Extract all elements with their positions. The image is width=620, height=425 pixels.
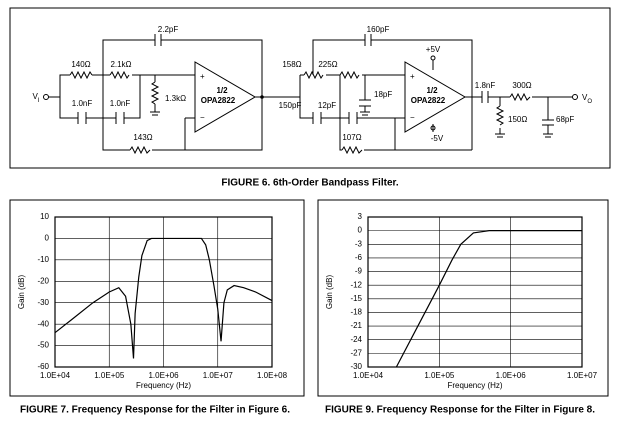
label: V xyxy=(582,93,588,102)
label: 143Ω xyxy=(133,133,152,142)
supply-terminal xyxy=(430,125,436,131)
label: 150Ω xyxy=(508,115,527,124)
label: 150pF xyxy=(279,101,302,110)
label: 107Ω xyxy=(342,133,361,142)
charts: 100-10-20-30-40-50-601.0E+04 1.0E+05 1.0E+… xyxy=(9,199,609,416)
label: 68pF xyxy=(556,115,574,124)
label: 2.1kΩ xyxy=(110,60,131,69)
label: 300Ω xyxy=(512,81,531,90)
label: VO xyxy=(582,93,592,104)
y-tick-label: 0 xyxy=(45,234,50,243)
label: 1/2 xyxy=(216,86,228,95)
resistors-stage-2 xyxy=(303,70,363,155)
y-tick-label: -10 xyxy=(37,255,49,264)
y-axis-label: Gain (dB) xyxy=(17,275,26,310)
label: OPA2822 xyxy=(411,96,446,105)
x-tick-label: 1.0E+07 xyxy=(567,371,598,380)
output-network xyxy=(481,91,572,138)
x-tick-label: 1.0E+06 xyxy=(496,371,527,380)
y-tick-label: -24 xyxy=(350,335,362,344)
label: + xyxy=(200,72,205,81)
label: V xyxy=(32,92,38,101)
x-axis-label: Frequency (Hz) xyxy=(447,381,502,390)
label: 1.0nF xyxy=(72,99,93,108)
input-terminal xyxy=(43,94,49,100)
label: − xyxy=(200,113,205,122)
y-tick-label: 3 xyxy=(358,212,363,221)
y-tick-label: -40 xyxy=(37,319,49,328)
y-tick-label: -18 xyxy=(350,308,362,317)
label: 1.8nF xyxy=(475,81,496,90)
supply-terminal xyxy=(430,55,436,61)
response-line xyxy=(395,230,582,368)
label: 225Ω xyxy=(318,60,337,69)
x-tick-label: 1.0E+04 xyxy=(40,371,71,380)
y-tick-label: -21 xyxy=(350,321,362,330)
wires-stage-1 xyxy=(48,39,301,151)
label: -5V xyxy=(431,134,444,143)
x-tick-label: 1.0E+07 xyxy=(203,371,234,380)
output-terminal xyxy=(572,94,578,100)
label: +5V xyxy=(426,45,441,54)
resistors-output xyxy=(495,92,531,126)
circuit: VI 140Ω 2.1kΩ 1.3kΩ 1.0nF 1.0nF 143Ω 2.2… xyxy=(9,7,611,189)
label: 160pF xyxy=(367,25,390,34)
y-tick-label: -6 xyxy=(355,253,363,262)
label: O xyxy=(587,99,592,105)
y-tick-label: -12 xyxy=(350,280,362,289)
label: 18pF xyxy=(374,90,392,99)
wires-stage-2 xyxy=(299,39,482,151)
label: 1.3kΩ xyxy=(165,94,186,103)
caption: FIGURE 7. Frequency Response for the Fil… xyxy=(20,405,290,416)
label: 1/2 xyxy=(426,86,438,95)
label: OPA2822 xyxy=(201,96,236,105)
label: + xyxy=(410,72,415,81)
label: 140Ω xyxy=(71,60,90,69)
node xyxy=(260,95,264,99)
y-tick-label: -30 xyxy=(350,362,362,371)
y-tick-label: 0 xyxy=(358,226,363,235)
y-tick-label: -20 xyxy=(37,276,49,285)
opamp-2 xyxy=(404,61,466,133)
caption: FIGURE 6. 6th-Order Bandpass Filter. xyxy=(221,178,398,189)
chart-frame xyxy=(317,199,609,397)
y-tick-label: -3 xyxy=(355,239,363,248)
response-line xyxy=(54,237,273,359)
y-tick-label: -27 xyxy=(350,348,362,357)
y-tick-label: 10 xyxy=(40,212,49,221)
capacitors-stage-2 xyxy=(312,34,372,124)
label: I xyxy=(38,98,40,104)
label: 158Ω xyxy=(282,60,301,69)
circuit-frame xyxy=(9,7,611,169)
y-tick-label: -60 xyxy=(37,362,49,371)
resistors-stage-1 xyxy=(69,70,160,155)
y-tick-label: -30 xyxy=(37,298,49,307)
label: VI xyxy=(32,92,39,103)
opamp-1 xyxy=(194,61,256,133)
y-axis-label: Gain (dB) xyxy=(325,275,334,310)
x-tick-label: 1.0E+04 xyxy=(353,371,384,380)
label: 2.2pF xyxy=(158,25,179,34)
capacitors-stage-1 xyxy=(77,34,162,124)
y-tick-label: -15 xyxy=(350,294,362,303)
label: − xyxy=(410,113,415,122)
label: 12pF xyxy=(318,101,336,110)
y-tick-label: -9 xyxy=(355,267,363,276)
x-axis-label: Frequency (Hz) xyxy=(136,381,191,390)
x-tick-label: 1.0E+06 xyxy=(148,371,179,380)
label: 1.0nF xyxy=(110,99,131,108)
chart-frame xyxy=(9,199,305,397)
x-tick-label: 1.0E+05 xyxy=(424,371,455,380)
plot-area xyxy=(367,216,583,368)
caption: FIGURE 9. Frequency Response for the Fil… xyxy=(325,405,595,416)
x-tick-label: 1.0E+05 xyxy=(94,371,125,380)
y-tick-label: -50 xyxy=(37,341,49,350)
x-tick-label: 1.0E+08 xyxy=(257,371,288,380)
